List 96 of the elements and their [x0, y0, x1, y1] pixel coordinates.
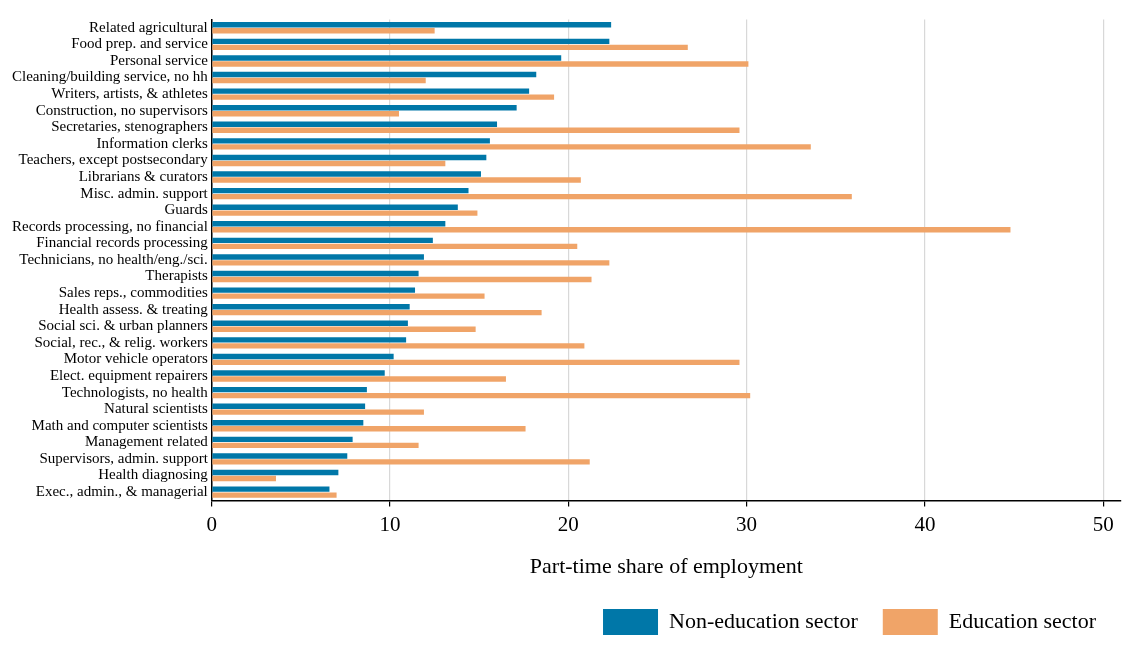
y-tick-label: Technologists, no health — [61, 383, 209, 400]
y-tick-label: Construction, no supervisors — [35, 101, 208, 118]
bar — [212, 409, 424, 415]
bar — [212, 287, 416, 293]
y-tick-label: Natural scientists — [104, 400, 208, 417]
bar — [212, 71, 537, 78]
y-tick-label: Writers, artists, & athletes — [51, 85, 208, 102]
y-tick-label: Elect. equipment repairers — [49, 366, 208, 383]
bar — [212, 310, 542, 316]
y-tick-label: Health assess. & treating — [58, 300, 209, 317]
x-tick-label: 10 — [379, 511, 401, 536]
bar — [212, 204, 458, 210]
bar — [212, 475, 276, 482]
y-tick-label: Guards — [164, 201, 208, 218]
bar — [212, 420, 364, 426]
y-tick-label: Technicians, no health/eng./sci. — [19, 250, 208, 267]
bar — [212, 187, 469, 194]
bar — [212, 426, 526, 432]
x-tick-label: 20 — [557, 511, 579, 536]
y-tick-label: Teachers, except postsecondary — [18, 151, 209, 168]
y-tick-label: Health diagnosing — [98, 466, 209, 483]
x-tick-label: 30 — [736, 511, 758, 536]
legend-label: Education sector — [948, 607, 1097, 633]
bar — [212, 77, 426, 84]
x-tick-label: 50 — [1092, 511, 1114, 536]
bar — [212, 105, 517, 111]
y-tick-label: Exec., admin., & managerial — [35, 483, 208, 500]
bar — [212, 88, 530, 94]
bar — [212, 210, 478, 216]
bar — [212, 376, 506, 382]
y-tick-label: Information clerks — [96, 134, 208, 151]
bar — [212, 44, 688, 51]
legend-label: Non-education sector — [669, 607, 859, 633]
x-tick-label: 0 — [206, 511, 218, 536]
bar — [212, 459, 590, 465]
bar — [212, 270, 419, 277]
bar — [212, 193, 852, 200]
bar — [212, 38, 610, 45]
y-tick-label: Social sci. & urban planners — [38, 317, 208, 334]
y-tick-label: Personal service — [109, 51, 209, 68]
bar — [212, 486, 330, 492]
bar — [212, 160, 446, 167]
bar — [212, 144, 811, 150]
y-tick-label: Financial records processing — [36, 234, 209, 251]
y-tick-label: Sales reps., commodities — [58, 284, 208, 301]
y-tick-label: Social, rec., & relig. workers — [34, 333, 208, 350]
y-tick-label: Food prep. and service — [71, 35, 209, 52]
bar — [212, 492, 337, 498]
bar — [212, 260, 610, 266]
y-tick-label: Supervisors, admin. support — [39, 449, 209, 466]
bar — [212, 453, 348, 459]
bar — [212, 442, 419, 449]
bar — [212, 171, 481, 177]
bar — [212, 237, 433, 244]
y-tick-label: Librarians & curators — [78, 167, 208, 184]
x-axis-title: Part-time share of employment — [529, 552, 803, 578]
bar — [212, 353, 394, 360]
bar — [212, 392, 751, 399]
bar — [212, 304, 410, 310]
bar — [212, 343, 585, 349]
y-tick-label: Records processing, no financial — [12, 217, 208, 234]
y-tick-label: Cleaning/building service, no hh — [11, 68, 209, 85]
y-tick-label: Motor vehicle operators — [63, 350, 208, 367]
y-tick-label: Misc. admin. support — [80, 184, 209, 201]
bar — [212, 326, 476, 332]
bar — [212, 138, 490, 144]
bar — [212, 111, 399, 117]
bar — [212, 55, 562, 61]
bar — [212, 127, 740, 133]
bar — [212, 61, 749, 67]
bar — [212, 320, 408, 326]
bar — [212, 94, 555, 100]
y-tick-label: Secretaries, stenographers — [51, 118, 208, 135]
bar — [212, 227, 1011, 233]
x-tick-label: 40 — [914, 511, 936, 536]
bar — [212, 154, 487, 161]
bar — [212, 121, 498, 127]
bar — [212, 469, 339, 476]
y-tick-label: Management related — [84, 433, 209, 450]
bar — [212, 359, 740, 366]
bar — [212, 254, 424, 260]
y-tick-label: Math and computer scientists — [31, 416, 208, 433]
bar — [212, 28, 435, 34]
y-tick-label: Therapists — [145, 267, 208, 284]
bar — [212, 386, 367, 393]
bar — [212, 243, 578, 250]
bar — [212, 370, 385, 376]
bar — [212, 221, 446, 227]
bar — [212, 403, 366, 409]
bar — [212, 293, 485, 299]
bar — [212, 177, 581, 183]
bar — [212, 22, 612, 28]
bar — [212, 276, 592, 283]
y-tick-label: Related agricultural — [89, 18, 208, 35]
bar — [212, 337, 407, 343]
bar — [212, 436, 353, 443]
